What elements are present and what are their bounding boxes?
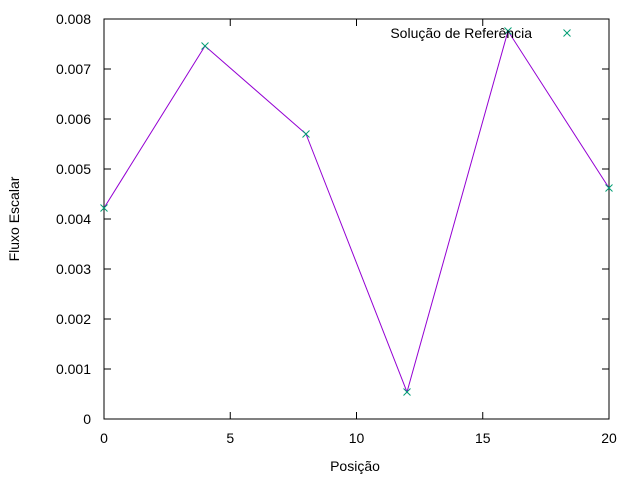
y-axis-label: Fluxo Escalar — [6, 176, 22, 261]
legend: Solução de Referência — [390, 25, 571, 41]
data-point-marker — [302, 130, 310, 138]
x-tick-labels: 0 5 10 15 20 — [100, 430, 617, 446]
series-layer — [100, 27, 613, 396]
x-tick-label: 0 — [100, 430, 108, 446]
y-tick-label: 0.007 — [56, 61, 91, 77]
axis-ticks — [103, 18, 610, 420]
plot-frame — [103, 18, 610, 420]
data-point-marker — [504, 27, 512, 35]
y-tick-label: 0 — [83, 411, 91, 427]
series-line — [103, 29, 610, 394]
y-tick-labels: 0 0.001 0.002 0.003 0.004 0.005 0.006 0.007 0.00… — [56, 11, 91, 427]
x-tick-label: 20 — [601, 430, 617, 446]
y-tick-label: 0.003 — [56, 261, 91, 277]
x-tick-label: 15 — [475, 430, 491, 446]
x-tick-label: 5 — [226, 430, 234, 446]
y-tick-label: 0.002 — [56, 311, 91, 327]
y-tick-label: 0.001 — [56, 361, 91, 377]
data-point-marker — [201, 42, 209, 50]
data-point-marker — [403, 388, 411, 396]
y-tick-label: 0.008 — [56, 11, 91, 27]
y-tick-label: 0.004 — [56, 211, 91, 227]
legend-marker-cross — [563, 29, 571, 37]
legend-marker-reference — [563, 29, 571, 37]
legend-label-reference: Solução de Referência — [390, 25, 532, 41]
x-tick-label: 10 — [349, 430, 365, 446]
y-tick-label: 0.005 — [56, 161, 91, 177]
y-tick-label: 0.006 — [56, 111, 91, 127]
x-axis-label: Posição — [330, 458, 380, 474]
data-point-marker — [100, 204, 108, 212]
data-point-marker — [605, 184, 613, 192]
